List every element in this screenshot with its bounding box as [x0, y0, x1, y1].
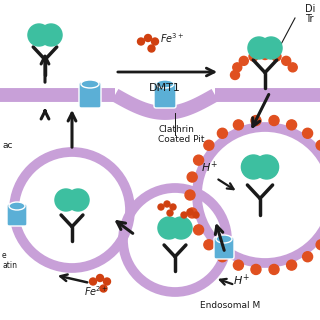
Circle shape — [239, 56, 248, 65]
Circle shape — [248, 37, 270, 59]
Circle shape — [164, 201, 170, 207]
Circle shape — [193, 212, 199, 218]
Circle shape — [303, 252, 313, 262]
Circle shape — [287, 120, 297, 130]
Text: Fe$^{3+}$: Fe$^{3+}$ — [160, 31, 184, 45]
Text: Di: Di — [305, 4, 316, 14]
Circle shape — [55, 189, 77, 211]
Circle shape — [167, 210, 173, 216]
Circle shape — [170, 204, 176, 210]
Circle shape — [100, 285, 107, 292]
Circle shape — [233, 63, 242, 72]
Circle shape — [28, 24, 50, 46]
Circle shape — [269, 264, 279, 275]
Circle shape — [194, 155, 204, 165]
Circle shape — [316, 240, 320, 250]
Circle shape — [204, 240, 214, 250]
FancyBboxPatch shape — [79, 82, 101, 108]
Circle shape — [158, 217, 180, 239]
Circle shape — [185, 190, 195, 200]
Circle shape — [251, 264, 261, 275]
Text: Tr: Tr — [305, 14, 314, 24]
Circle shape — [217, 252, 228, 262]
Circle shape — [90, 278, 97, 285]
Ellipse shape — [9, 202, 25, 210]
Text: Fe$^{2+}$: Fe$^{2+}$ — [84, 284, 108, 298]
Circle shape — [272, 52, 281, 61]
Circle shape — [303, 128, 313, 138]
Circle shape — [282, 56, 291, 65]
Circle shape — [145, 35, 151, 42]
Circle shape — [187, 209, 193, 215]
Circle shape — [217, 128, 228, 138]
Circle shape — [194, 225, 204, 235]
Circle shape — [97, 275, 103, 282]
Circle shape — [67, 189, 89, 211]
Circle shape — [241, 155, 265, 179]
Text: H$^+$: H$^+$ — [233, 273, 251, 288]
Text: H$^+$: H$^+$ — [201, 160, 219, 175]
Text: Endosomal M: Endosomal M — [200, 301, 260, 310]
Circle shape — [204, 140, 214, 150]
Circle shape — [158, 204, 164, 210]
Circle shape — [187, 208, 197, 218]
Ellipse shape — [81, 80, 99, 88]
Circle shape — [233, 120, 244, 130]
Text: Clathrin
Coated Pit: Clathrin Coated Pit — [158, 125, 204, 144]
Circle shape — [269, 116, 279, 125]
Circle shape — [103, 278, 110, 285]
Ellipse shape — [156, 80, 174, 88]
Circle shape — [151, 38, 158, 45]
Circle shape — [255, 155, 279, 179]
Circle shape — [148, 45, 155, 52]
Circle shape — [187, 172, 197, 182]
Ellipse shape — [216, 235, 232, 243]
Text: ac: ac — [2, 141, 12, 150]
Text: e
atin: e atin — [2, 251, 17, 270]
Text: DMT1: DMT1 — [149, 83, 181, 93]
Circle shape — [288, 63, 297, 72]
Circle shape — [251, 116, 261, 125]
Circle shape — [287, 260, 297, 270]
Circle shape — [230, 70, 239, 79]
Circle shape — [249, 52, 258, 61]
Circle shape — [40, 24, 62, 46]
Circle shape — [170, 217, 192, 239]
FancyBboxPatch shape — [214, 237, 234, 259]
Circle shape — [181, 212, 187, 218]
Circle shape — [138, 38, 145, 45]
Circle shape — [260, 51, 269, 60]
Circle shape — [316, 140, 320, 150]
Circle shape — [260, 37, 282, 59]
Circle shape — [233, 260, 244, 270]
FancyBboxPatch shape — [7, 204, 27, 226]
FancyBboxPatch shape — [154, 82, 176, 108]
